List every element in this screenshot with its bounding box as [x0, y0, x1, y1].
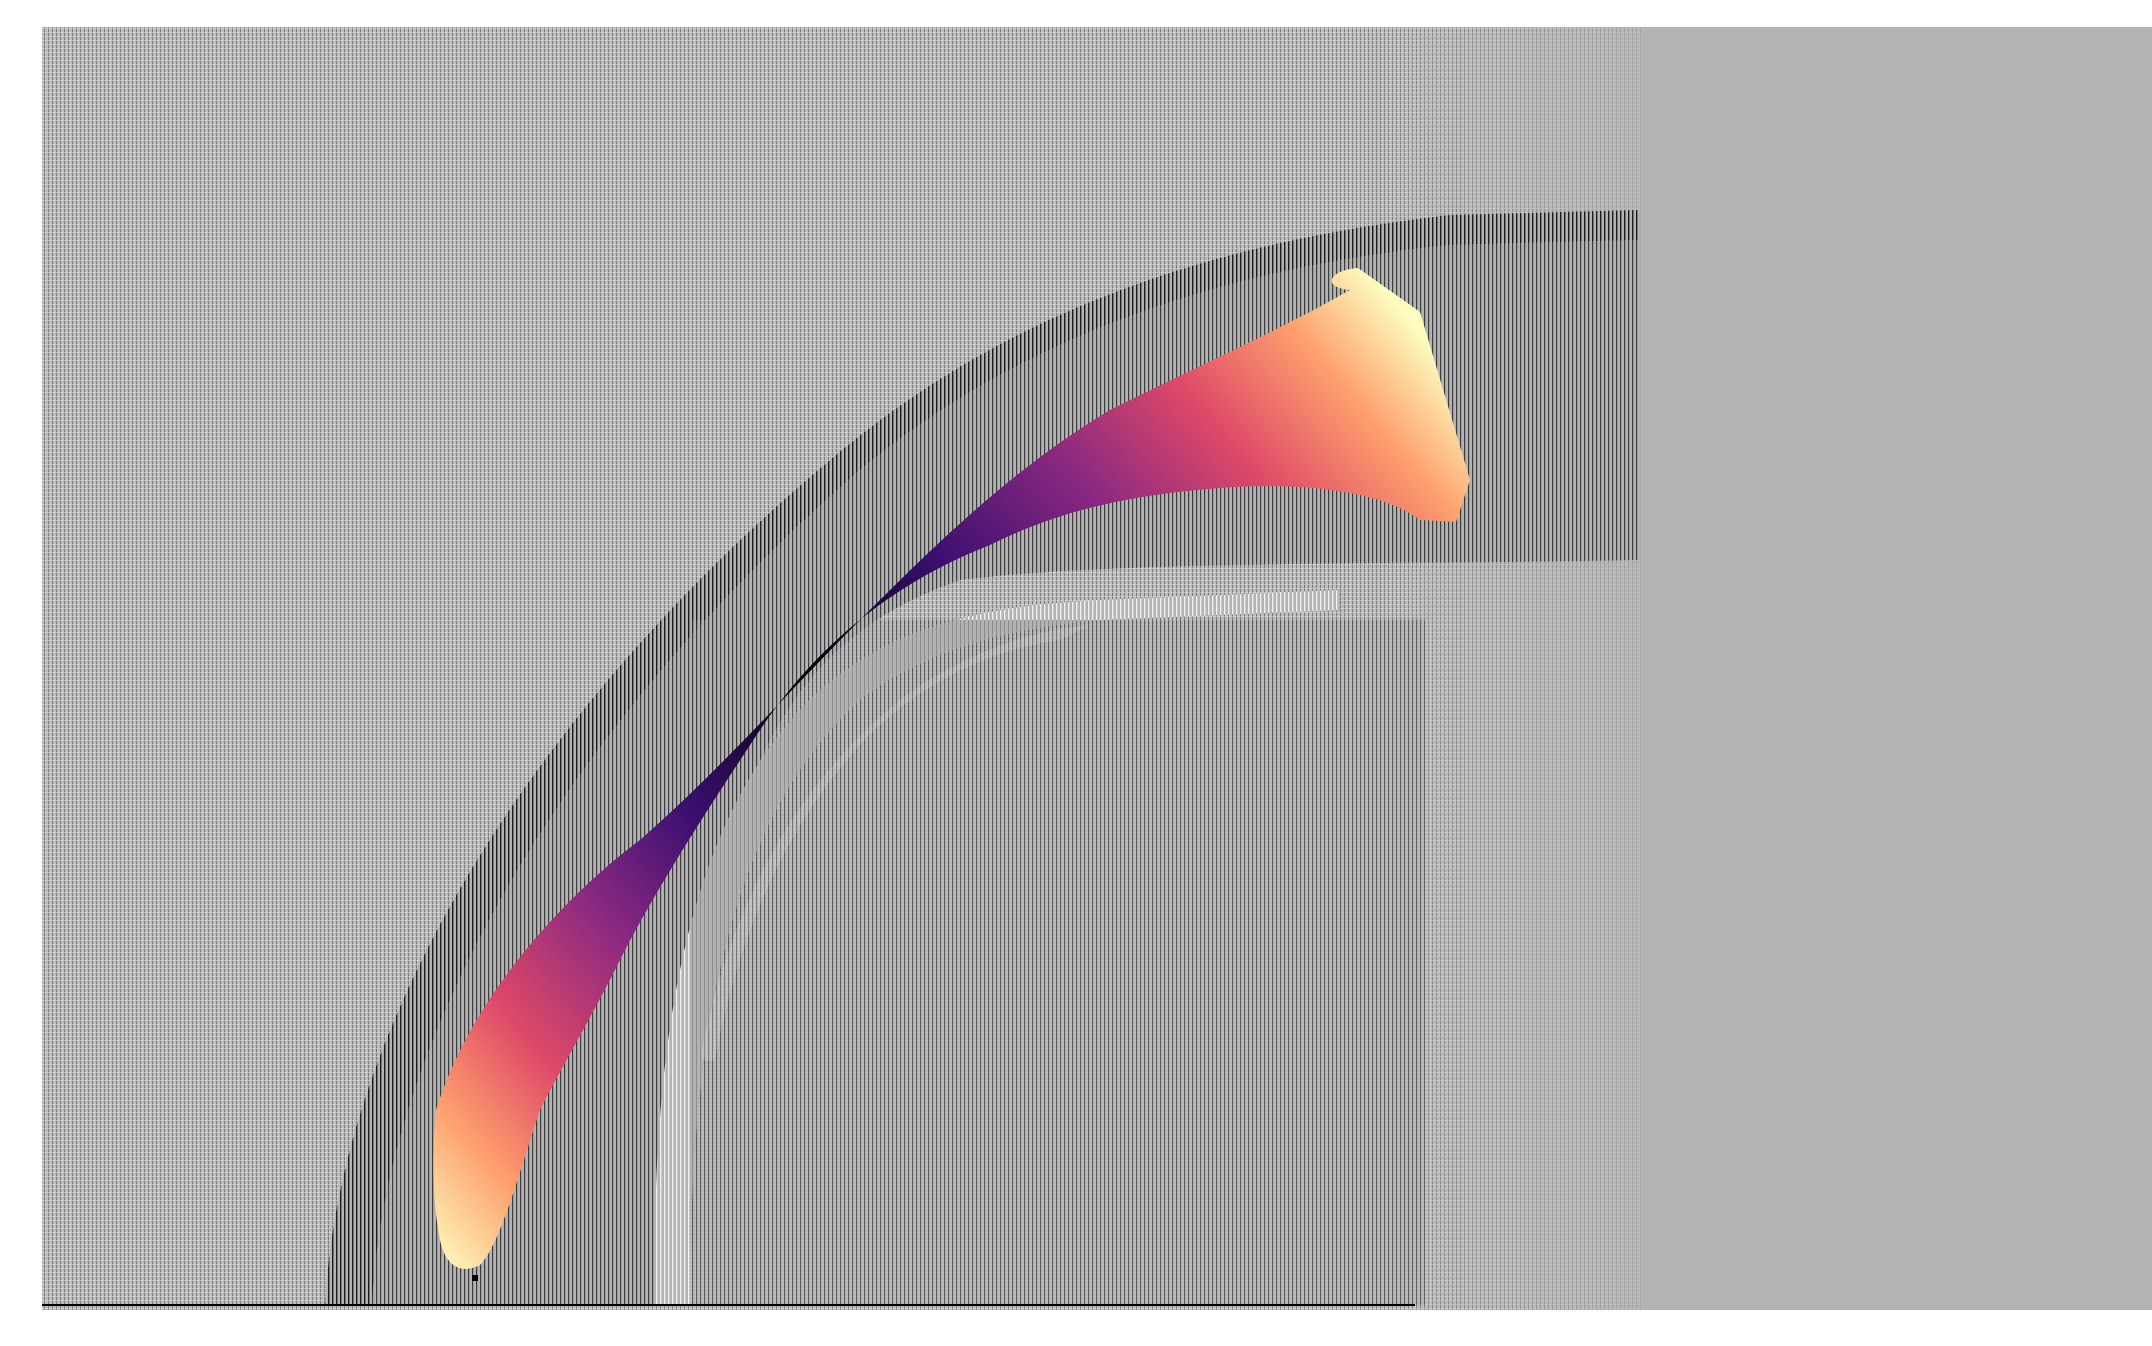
- magma-arc: [433, 268, 1471, 1269]
- particle-marker: [472, 1275, 478, 1281]
- lower-mesh-block: [690, 620, 1425, 1305]
- outer-dark-band: [325, 210, 1640, 1305]
